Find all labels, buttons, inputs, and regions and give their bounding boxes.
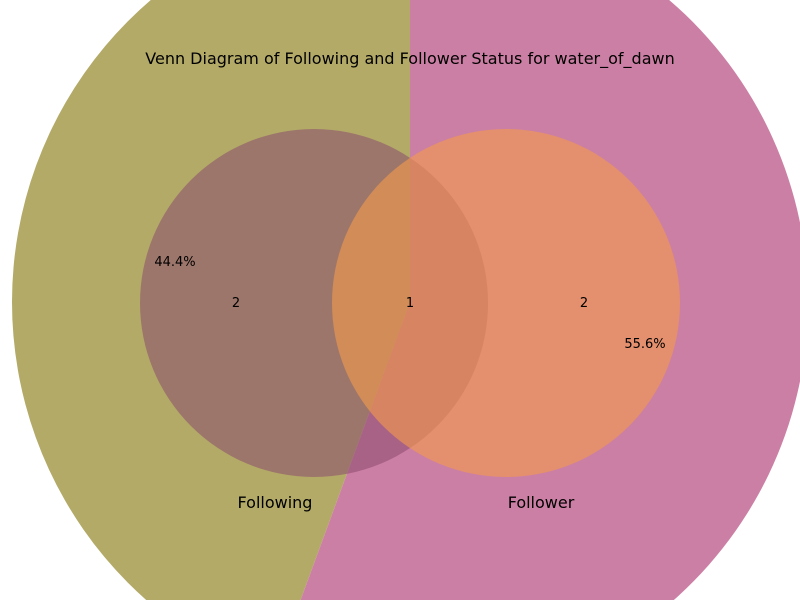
pie-slice-label-follower: 55.6% — [624, 337, 665, 352]
pie-slice-label-following: 44.4% — [154, 255, 195, 270]
venn-layer — [140, 129, 680, 477]
venn-intersection-count: 1 — [406, 296, 414, 311]
venn-follower-only-count: 2 — [580, 296, 588, 311]
label-layer: Venn Diagram of Following and Follower S… — [145, 49, 674, 512]
chart-title: Venn Diagram of Following and Follower S… — [145, 49, 674, 69]
venn-following-only-count: 2 — [232, 296, 240, 311]
venn-set-label-following: Following — [238, 493, 313, 512]
venn-set-label-follower: Follower — [508, 493, 575, 512]
venn-circle-follower — [332, 129, 680, 477]
